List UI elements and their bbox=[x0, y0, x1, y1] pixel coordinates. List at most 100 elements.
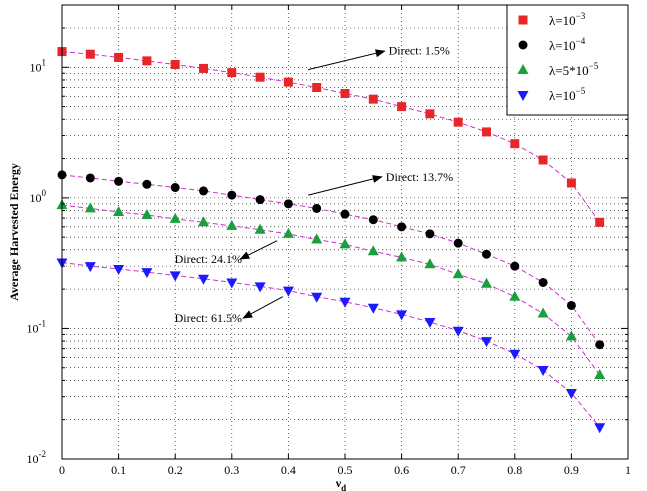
fit-curve-2 bbox=[61, 204, 601, 376]
data-point-series-3 bbox=[509, 349, 521, 360]
data-point-series-3 bbox=[339, 297, 351, 308]
legend-label: λ=5*10−5 bbox=[549, 61, 599, 78]
data-point-series-1 bbox=[566, 300, 576, 310]
x-tick-label: 0.5 bbox=[338, 463, 353, 477]
x-tick-label: 0.4 bbox=[281, 463, 296, 477]
data-point-series-0 bbox=[170, 60, 180, 70]
data-point-series-2 bbox=[367, 245, 379, 256]
data-point-series-2 bbox=[339, 238, 351, 249]
data-point-series-3 bbox=[452, 326, 464, 337]
data-point-series-0 bbox=[538, 155, 548, 165]
data-point-series-1 bbox=[199, 186, 208, 196]
data-point-series-3 bbox=[537, 366, 549, 377]
annotation-label: Direct: 61.5% bbox=[175, 311, 242, 325]
legend-marker bbox=[518, 40, 528, 50]
annotation-arrow bbox=[239, 240, 278, 260]
annotation-arrow bbox=[242, 296, 283, 319]
data-point-series-2 bbox=[396, 251, 408, 262]
data-point-series-3 bbox=[141, 268, 153, 279]
data-point-series-1 bbox=[227, 190, 237, 200]
data-point-series-1 bbox=[255, 195, 265, 205]
data-point-series-0 bbox=[453, 117, 463, 127]
data-point-series-2 bbox=[481, 277, 492, 288]
data-point-series-1 bbox=[595, 340, 605, 350]
data-point-series-1 bbox=[142, 179, 152, 189]
data-point-series-2 bbox=[594, 368, 606, 379]
x-axis-label-subscript: d bbox=[341, 483, 346, 491]
data-point-series-0 bbox=[255, 72, 265, 82]
y-tick-label: 100 bbox=[30, 188, 47, 205]
data-point-series-2 bbox=[452, 268, 464, 279]
x-tick-label: 0.2 bbox=[168, 463, 183, 477]
data-point-series-1 bbox=[538, 277, 548, 287]
data-point-series-1 bbox=[283, 199, 293, 209]
data-point-series-2 bbox=[537, 307, 549, 318]
x-tick-label: 0.7 bbox=[451, 463, 466, 477]
data-point-series-1 bbox=[425, 229, 435, 239]
y-tick-exponent: 0 bbox=[42, 188, 47, 198]
y-tick-exponent: 1 bbox=[42, 57, 47, 67]
x-tick-label: 0.6 bbox=[394, 463, 409, 477]
data-point-series-1 bbox=[312, 203, 322, 213]
data-point-series-0 bbox=[595, 217, 605, 227]
data-point-series-3 bbox=[226, 278, 238, 289]
data-point-series-1 bbox=[170, 183, 180, 193]
data-point-series-3 bbox=[84, 262, 96, 273]
fit-curve-1 bbox=[61, 174, 601, 345]
data-point-series-3 bbox=[396, 310, 408, 321]
data-point-series-0 bbox=[482, 127, 491, 137]
data-point-series-2 bbox=[84, 202, 96, 213]
data-point-series-2 bbox=[169, 212, 181, 223]
data-point-series-2 bbox=[509, 290, 521, 301]
annotation-label: Direct: 1.5% bbox=[389, 43, 450, 57]
data-point-series-2 bbox=[226, 219, 238, 230]
data-point-series-3 bbox=[594, 423, 606, 434]
y-tick-label: 10-2 bbox=[27, 449, 47, 466]
data-point-series-2 bbox=[565, 330, 577, 341]
data-point-series-1 bbox=[397, 222, 407, 232]
data-point-series-2 bbox=[282, 227, 294, 238]
data-point-series-1 bbox=[510, 261, 520, 271]
annotation-arrow bbox=[308, 175, 383, 196]
annotation-arrow bbox=[308, 49, 386, 71]
legend-marker bbox=[517, 91, 529, 101]
annotation-label: Direct: 13.7% bbox=[386, 170, 453, 184]
data-point-series-1 bbox=[482, 249, 491, 259]
legend-label-exponent: −5 bbox=[589, 61, 599, 71]
data-point-series-0 bbox=[397, 102, 407, 112]
data-point-series-2 bbox=[311, 233, 323, 244]
data-point-series-0 bbox=[340, 88, 350, 98]
data-point-series-3 bbox=[367, 303, 379, 314]
y-tick-exponent: -1 bbox=[39, 318, 47, 328]
x-tick-label: 0.9 bbox=[564, 463, 579, 477]
legend-marker bbox=[518, 15, 528, 25]
data-point-series-2 bbox=[113, 205, 125, 216]
fit-curves bbox=[61, 51, 601, 428]
legend-label-exponent: −3 bbox=[576, 11, 586, 21]
data-point-series-3 bbox=[481, 337, 492, 348]
x-tick-label: 0.1 bbox=[111, 463, 126, 477]
data-point-series-1 bbox=[340, 209, 350, 219]
annotations: Direct: 1.5% Direct: 13.7% Direct: 24.1% Di… bbox=[175, 43, 453, 325]
legend: λ=10−3λ=10−4λ=5*10−5λ=10−5 bbox=[506, 4, 629, 116]
x-axis-label: νd bbox=[335, 476, 346, 491]
fit-curve-3 bbox=[61, 262, 601, 428]
data-point-series-0 bbox=[114, 52, 124, 62]
data-markers bbox=[56, 47, 606, 434]
data-point-series-3 bbox=[424, 318, 436, 329]
data-point-series-1 bbox=[368, 215, 378, 225]
data-point-series-2 bbox=[254, 223, 266, 234]
data-point-series-0 bbox=[510, 139, 520, 149]
fit-curve-0 bbox=[61, 51, 601, 223]
data-point-series-0 bbox=[142, 56, 152, 66]
y-tick-exponent: -2 bbox=[39, 449, 47, 459]
y-tick-label: 101 bbox=[30, 57, 47, 74]
data-point-series-3 bbox=[169, 271, 181, 282]
data-point-series-3 bbox=[311, 292, 323, 303]
data-point-series-2 bbox=[141, 208, 153, 219]
data-point-series-1 bbox=[85, 173, 95, 183]
x-tick-label: 1 bbox=[625, 463, 631, 477]
data-point-series-2 bbox=[198, 216, 209, 227]
data-point-series-0 bbox=[85, 49, 95, 59]
data-point-series-0 bbox=[283, 77, 293, 87]
